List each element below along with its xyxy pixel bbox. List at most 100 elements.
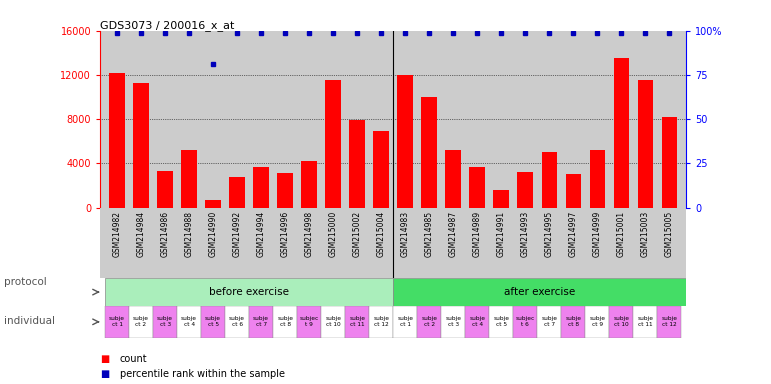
Text: GSM215001: GSM215001 xyxy=(617,211,626,257)
Text: GSM214998: GSM214998 xyxy=(305,211,314,257)
Text: subje
ct 8: subje ct 8 xyxy=(565,316,581,327)
Text: before exercise: before exercise xyxy=(209,287,289,297)
Bar xyxy=(345,306,369,338)
Text: subje
ct 1: subje ct 1 xyxy=(109,316,125,327)
Bar xyxy=(541,152,557,208)
Text: subje
ct 4: subje ct 4 xyxy=(470,316,485,327)
Bar xyxy=(393,278,686,306)
Bar xyxy=(658,306,682,338)
Text: GSM214987: GSM214987 xyxy=(449,211,458,257)
Text: subje
ct 12: subje ct 12 xyxy=(373,316,389,327)
Bar xyxy=(249,306,273,338)
Bar xyxy=(105,278,393,306)
Text: GSM214984: GSM214984 xyxy=(136,211,146,257)
Bar xyxy=(181,150,197,208)
Bar xyxy=(490,306,513,338)
Bar xyxy=(229,177,245,208)
Bar xyxy=(205,200,221,208)
Bar xyxy=(273,306,297,338)
Bar xyxy=(153,306,177,338)
Bar xyxy=(297,306,322,338)
Text: GSM214988: GSM214988 xyxy=(184,211,194,257)
Text: GSM215005: GSM215005 xyxy=(665,211,674,257)
Text: GDS3073 / 200016_x_at: GDS3073 / 200016_x_at xyxy=(100,20,234,31)
Text: subje
ct 3: subje ct 3 xyxy=(445,316,461,327)
Text: GSM214991: GSM214991 xyxy=(497,211,506,257)
Text: GSM214994: GSM214994 xyxy=(257,211,266,257)
Text: subje
ct 5: subje ct 5 xyxy=(493,316,510,327)
Bar xyxy=(225,306,249,338)
Bar xyxy=(493,190,509,208)
Bar xyxy=(105,306,129,338)
Bar xyxy=(465,306,490,338)
Bar xyxy=(133,83,149,208)
Bar xyxy=(109,73,125,208)
Bar xyxy=(590,150,605,208)
Text: GSM215000: GSM215000 xyxy=(328,211,338,257)
Text: subje
ct 9: subje ct 9 xyxy=(589,316,605,327)
Text: GSM214983: GSM214983 xyxy=(401,211,409,257)
Bar xyxy=(157,171,173,208)
Text: individual: individual xyxy=(4,316,55,326)
Bar xyxy=(561,306,585,338)
Text: GSM214982: GSM214982 xyxy=(113,211,122,257)
Text: subje
ct 11: subje ct 11 xyxy=(349,316,365,327)
Text: subje
ct 2: subje ct 2 xyxy=(133,316,149,327)
Bar xyxy=(369,306,393,338)
Bar xyxy=(349,120,365,208)
Text: ■: ■ xyxy=(100,369,109,379)
Bar xyxy=(441,306,465,338)
Text: subje
ct 10: subje ct 10 xyxy=(325,316,342,327)
Text: GSM214993: GSM214993 xyxy=(520,211,530,257)
Text: GSM215004: GSM215004 xyxy=(377,211,386,257)
Text: subje
ct 3: subje ct 3 xyxy=(157,316,173,327)
Text: GSM214986: GSM214986 xyxy=(160,211,170,257)
Text: subje
ct 5: subje ct 5 xyxy=(205,316,221,327)
Bar xyxy=(129,306,153,338)
Bar xyxy=(446,150,461,208)
Text: subje
ct 6: subje ct 6 xyxy=(229,316,245,327)
Text: ■: ■ xyxy=(100,354,109,364)
Text: GSM214992: GSM214992 xyxy=(233,211,241,257)
Bar xyxy=(662,117,677,208)
Text: subje
ct 7: subje ct 7 xyxy=(253,316,269,327)
Bar xyxy=(373,131,389,208)
Bar xyxy=(517,172,533,208)
Bar xyxy=(513,306,537,338)
Bar xyxy=(585,306,609,338)
Text: subje
ct 8: subje ct 8 xyxy=(277,316,293,327)
Text: GSM214996: GSM214996 xyxy=(281,211,290,257)
Bar xyxy=(201,306,225,338)
Bar xyxy=(470,167,485,208)
Bar xyxy=(537,306,561,338)
Text: count: count xyxy=(120,354,147,364)
Bar xyxy=(254,167,269,208)
Text: subje
ct 7: subje ct 7 xyxy=(541,316,557,327)
Text: GSM214995: GSM214995 xyxy=(545,211,554,257)
Text: GSM215003: GSM215003 xyxy=(641,211,650,257)
Bar xyxy=(278,173,293,208)
Bar xyxy=(393,306,417,338)
Bar xyxy=(322,306,345,338)
Text: GSM214989: GSM214989 xyxy=(473,211,482,257)
Bar xyxy=(633,306,658,338)
Text: GSM214999: GSM214999 xyxy=(593,211,602,257)
Text: GSM214985: GSM214985 xyxy=(425,211,434,257)
Text: subjec
t 9: subjec t 9 xyxy=(299,316,318,327)
Bar xyxy=(614,58,629,208)
Text: subje
ct 2: subje ct 2 xyxy=(421,316,437,327)
Text: subje
ct 11: subje ct 11 xyxy=(638,316,653,327)
Text: subje
ct 10: subje ct 10 xyxy=(614,316,629,327)
Text: subje
ct 12: subje ct 12 xyxy=(662,316,678,327)
Bar xyxy=(422,97,437,208)
Bar xyxy=(397,75,413,208)
Text: protocol: protocol xyxy=(4,277,46,287)
Text: GSM214997: GSM214997 xyxy=(569,211,577,257)
Bar xyxy=(565,174,581,208)
Text: subje
ct 4: subje ct 4 xyxy=(181,316,197,327)
Bar xyxy=(417,306,441,338)
Text: subje
ct 1: subje ct 1 xyxy=(397,316,413,327)
Text: subjec
t 6: subjec t 6 xyxy=(516,316,535,327)
Bar xyxy=(325,81,341,208)
Bar xyxy=(638,81,653,208)
